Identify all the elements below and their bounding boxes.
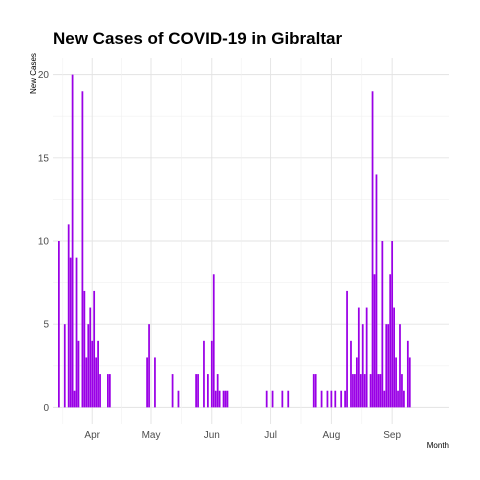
bar [391, 241, 394, 408]
bar [69, 257, 72, 408]
bar [401, 374, 403, 408]
bar [81, 91, 84, 408]
bar [214, 390, 217, 408]
bar [344, 390, 346, 408]
bar [195, 374, 197, 408]
bar [397, 390, 399, 408]
bar [95, 357, 98, 408]
bar [371, 91, 374, 408]
bar [146, 357, 148, 408]
y-tick-label: 10 [38, 237, 50, 248]
bar [354, 374, 356, 408]
bar [171, 374, 174, 408]
bar [387, 324, 390, 408]
y-tick-label: 20 [38, 70, 50, 81]
bar [83, 290, 86, 408]
bar [381, 241, 384, 408]
bar [93, 290, 96, 408]
bar [334, 390, 337, 408]
bar [216, 374, 219, 408]
bar [395, 357, 397, 408]
bar [177, 390, 180, 408]
bar [312, 374, 315, 408]
bar [408, 357, 411, 408]
bar [97, 340, 99, 408]
bar [203, 340, 205, 408]
bar [108, 374, 111, 408]
bar [375, 174, 378, 408]
x-tick-label: Jul [264, 430, 277, 441]
bar [379, 374, 382, 408]
bar [355, 357, 358, 408]
bar [373, 274, 376, 408]
bar [406, 340, 409, 408]
bar [75, 257, 78, 408]
bar [363, 374, 366, 408]
bar [361, 324, 364, 408]
bar [365, 307, 368, 408]
bar [224, 390, 227, 408]
bar [85, 357, 88, 408]
x-tick-label: Jun [204, 430, 220, 441]
bar [218, 390, 221, 408]
bar [77, 340, 80, 408]
bar [107, 374, 109, 408]
bar [352, 374, 354, 408]
bar [87, 324, 90, 408]
bar [222, 390, 225, 408]
bar [271, 390, 274, 408]
bar [369, 374, 372, 408]
bar [385, 324, 388, 408]
bar [58, 241, 60, 408]
bar [393, 307, 395, 408]
x-tick-labels: Apr May Jun Jul Aug Sep [84, 430, 401, 441]
bar [148, 324, 150, 408]
bar [226, 390, 229, 408]
bar [403, 390, 405, 408]
x-tick-label: Apr [84, 430, 100, 441]
bar [314, 374, 317, 408]
bar [320, 390, 323, 408]
bar [330, 390, 333, 408]
bar [287, 390, 290, 408]
chart-title: New Cases of COVID-19 in Gibraltar [53, 29, 342, 48]
bar [399, 324, 401, 408]
bar [71, 74, 74, 408]
bar [91, 340, 94, 408]
bar [359, 374, 362, 408]
bar [197, 374, 199, 408]
bar [206, 374, 209, 408]
bar [340, 390, 343, 408]
bar [154, 357, 156, 408]
y-tick-label: 15 [38, 153, 50, 164]
bar [67, 224, 70, 408]
bar [281, 390, 284, 408]
y-axis-title: New Cases [29, 53, 38, 94]
bar [63, 324, 66, 408]
bar [212, 274, 215, 408]
x-axis-title: Month [427, 441, 449, 450]
grid-lines [53, 58, 449, 424]
bar [99, 374, 101, 408]
bar [265, 390, 268, 408]
bar [326, 390, 329, 408]
y-tick-label: 0 [43, 403, 49, 414]
bar [73, 390, 76, 408]
bar [210, 340, 213, 408]
bar [346, 290, 348, 408]
x-tick-label: Aug [322, 430, 340, 441]
x-tick-label: May [142, 430, 161, 441]
y-tick-labels: 0 5 10 15 20 [38, 70, 50, 414]
bar [350, 340, 352, 408]
bar [389, 274, 392, 408]
x-tick-label: Sep [383, 430, 401, 441]
bar [383, 390, 386, 408]
bar [377, 374, 380, 408]
bar [89, 307, 92, 408]
bar-series [58, 74, 411, 408]
y-tick-label: 5 [43, 320, 49, 331]
bar [357, 307, 360, 408]
